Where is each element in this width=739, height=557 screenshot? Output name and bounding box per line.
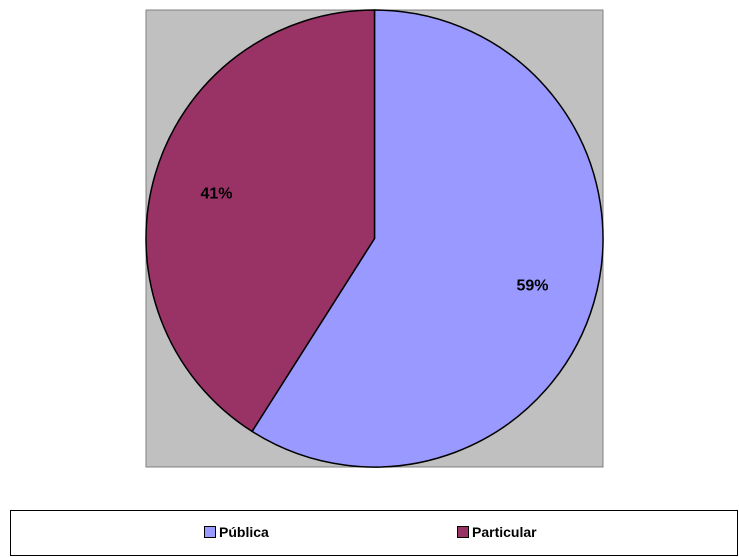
legend: Pública Particular <box>10 510 738 556</box>
legend-label-publica: Pública <box>219 524 269 540</box>
pie-slice-publica <box>251 9 604 468</box>
pie-slice-particular <box>145 9 376 433</box>
slice-label-particular: 41% <box>200 186 232 203</box>
legend-item-publica: Pública <box>204 524 269 540</box>
legend-swatch-publica <box>204 526 216 538</box>
legend-label-particular: Particular <box>472 524 537 540</box>
legend-swatch-particular <box>457 526 469 538</box>
slice-label-publica: 59% <box>516 277 548 294</box>
legend-item-particular: Particular <box>457 524 537 540</box>
